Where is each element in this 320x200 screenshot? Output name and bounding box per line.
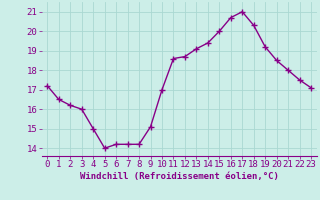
X-axis label: Windchill (Refroidissement éolien,°C): Windchill (Refroidissement éolien,°C) <box>80 172 279 181</box>
